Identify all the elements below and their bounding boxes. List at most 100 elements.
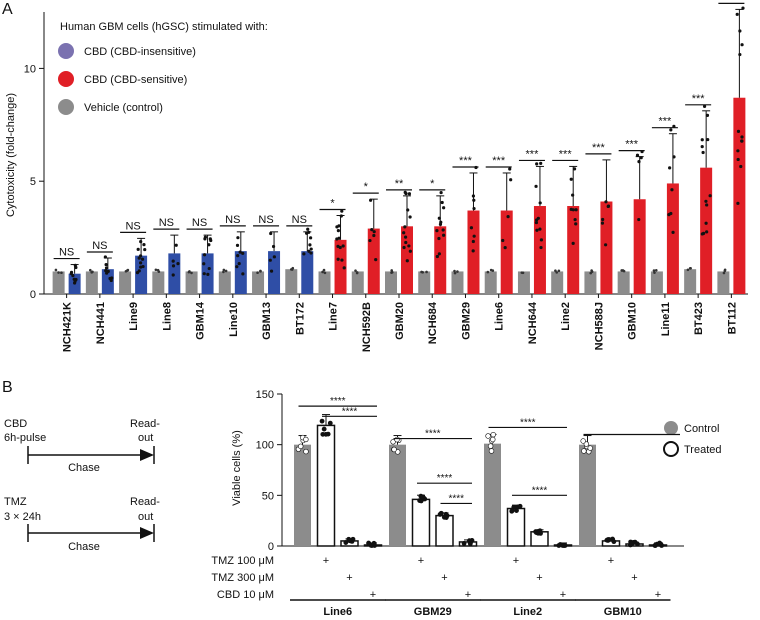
data-point (604, 243, 608, 247)
legend-swatch-insensitive (58, 43, 74, 59)
significance-label: *** (725, 0, 739, 3)
significance-label: *** (559, 148, 573, 160)
data-point (700, 138, 704, 142)
panel-a-chart: Cytotoxicity (fold-change) 0 5 10 Human GB… (5, 0, 748, 352)
panel-a-x-tick-labels: NCH421K NCH441 Line9 Line8 GBM14 Line10 GBM13 B… (62, 294, 738, 352)
data-point (487, 443, 494, 449)
legend-swatch-control (664, 421, 678, 435)
y-tick-label: 0 (268, 541, 274, 553)
data-point (669, 211, 673, 216)
data-point (438, 222, 443, 226)
data-point (203, 237, 207, 241)
bar-cbd (268, 251, 281, 294)
panel-a-legend-title: Human GBM cells (hGSC) stimulated with: (60, 21, 268, 33)
x-tick-label: BT112 (726, 302, 738, 334)
x-tick-label: GBM10 (627, 302, 639, 340)
data-point (408, 215, 412, 219)
data-point (355, 271, 359, 275)
data-point (238, 250, 242, 254)
data-point (302, 252, 306, 256)
group-label: GBM29 (414, 606, 452, 618)
data-point (489, 268, 493, 272)
data-point (571, 241, 575, 245)
data-point (309, 247, 313, 251)
data-point (506, 215, 510, 219)
data-point (587, 445, 593, 451)
data-point (190, 271, 193, 275)
data-point (207, 243, 211, 247)
data-point (140, 257, 145, 261)
treatment-plus: + (631, 572, 637, 584)
data-point (488, 448, 495, 454)
data-point (538, 201, 542, 205)
significance-label: * (364, 181, 369, 193)
data-point (321, 270, 324, 274)
data-point (706, 137, 710, 142)
x-tick-label: NCH421K (62, 302, 74, 352)
data-point (580, 438, 586, 444)
x-tick-label: NCH441 (95, 302, 107, 344)
data-point (91, 270, 94, 274)
data-point (739, 164, 743, 169)
data-point (268, 258, 272, 262)
data-point (57, 271, 60, 274)
data-point (156, 268, 160, 272)
bar-vehicle (185, 271, 198, 294)
data-point (176, 262, 180, 266)
data-point (735, 12, 739, 16)
data-point (374, 258, 378, 262)
legend-label-treated: Treated (684, 444, 722, 456)
data-point (535, 228, 539, 232)
data-point (620, 269, 623, 272)
data-point (535, 162, 539, 166)
treatment-plus: + (418, 555, 424, 567)
data-point (425, 270, 428, 274)
bar-vehicle (584, 271, 597, 294)
schematic-end-sub-2: out (138, 511, 153, 523)
data-point (740, 135, 744, 139)
data-point (237, 262, 241, 266)
panel-b-chart: Viable cells (%) 0 50 100 150 Control Treat… (211, 389, 721, 618)
schematic-arrow-label-1: Chase (68, 462, 100, 474)
bar-control (484, 443, 501, 546)
data-point (372, 230, 376, 234)
data-point (704, 199, 708, 203)
x-tick-label: Line8 (161, 302, 173, 331)
x-tick-label: Line9 (128, 302, 140, 331)
x-tick-label: NCH588J (593, 302, 605, 350)
data-point (403, 225, 407, 229)
treatment-plus: + (441, 572, 447, 584)
data-point (369, 198, 373, 202)
bar-cbd (434, 226, 447, 294)
data-point (534, 220, 539, 225)
data-point (222, 268, 226, 272)
significance-label: **** (448, 493, 464, 504)
data-point (372, 233, 376, 238)
bar-treated (411, 498, 431, 547)
y-tick-label: 100 (256, 440, 274, 452)
data-point (705, 203, 709, 207)
data-point (521, 271, 525, 275)
data-point (653, 271, 656, 274)
data-point (556, 543, 562, 548)
data-point (271, 244, 276, 249)
x-tick-label: GBM13 (261, 302, 273, 340)
data-point (208, 237, 212, 241)
data-point (418, 498, 424, 504)
data-point (689, 266, 692, 270)
data-point (335, 237, 339, 241)
data-point (289, 268, 293, 271)
treatment-plus: + (560, 589, 566, 601)
bar-cbd (234, 251, 247, 294)
panel-b-y-axis: 0 50 100 150 (256, 389, 282, 553)
data-point (538, 227, 542, 231)
bar-vehicle (451, 271, 464, 294)
legend-swatch-vehicle (58, 99, 74, 115)
panel-a-y-axis: 0 5 10 (24, 63, 44, 301)
data-point (471, 239, 475, 244)
data-point (740, 43, 744, 47)
bar-vehicle (551, 271, 564, 294)
data-point (601, 217, 605, 222)
data-point (323, 431, 329, 437)
